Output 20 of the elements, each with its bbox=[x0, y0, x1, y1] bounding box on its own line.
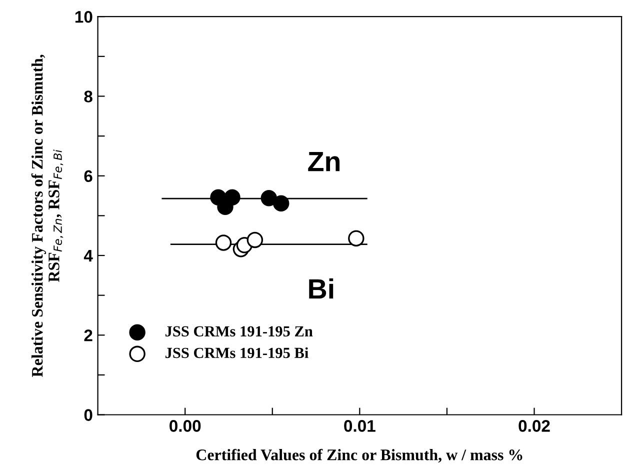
x-tick-label: 0.00 bbox=[170, 420, 201, 432]
point bbox=[260, 190, 278, 206]
y-tick-label: 2 bbox=[84, 330, 92, 342]
point bbox=[215, 234, 232, 251]
y-tick-label: 10 bbox=[75, 10, 92, 23]
y-tick-label: 6 bbox=[84, 170, 92, 182]
point bbox=[246, 232, 264, 248]
legend-label: JSS CRMs 191-195 Zn bbox=[165, 326, 313, 336]
point bbox=[272, 195, 290, 212]
x-axis-title: Certified Values of Zinc or Bismuth, w / mass % bbox=[196, 448, 522, 463]
x-tick-label: 0.01 bbox=[344, 420, 376, 432]
legend-label: JSS CRMs 191-195 Bi bbox=[165, 347, 308, 358]
annotation: Zn bbox=[308, 152, 340, 172]
annotation: Bi bbox=[309, 278, 334, 299]
x-tick-label: 0.02 bbox=[518, 420, 550, 432]
point bbox=[348, 230, 364, 246]
y-tick-label: 4 bbox=[84, 250, 93, 262]
y-axis-title: Relative Sensitivity Factors of Zinc or Bismuth, RSF$_{Fe,Zn}$, RSF$_{Fe,Bi}$ bbox=[31, 54, 64, 377]
y-tick-label: 8 bbox=[84, 90, 92, 102]
y-tick-label: 0 bbox=[84, 409, 92, 421]
